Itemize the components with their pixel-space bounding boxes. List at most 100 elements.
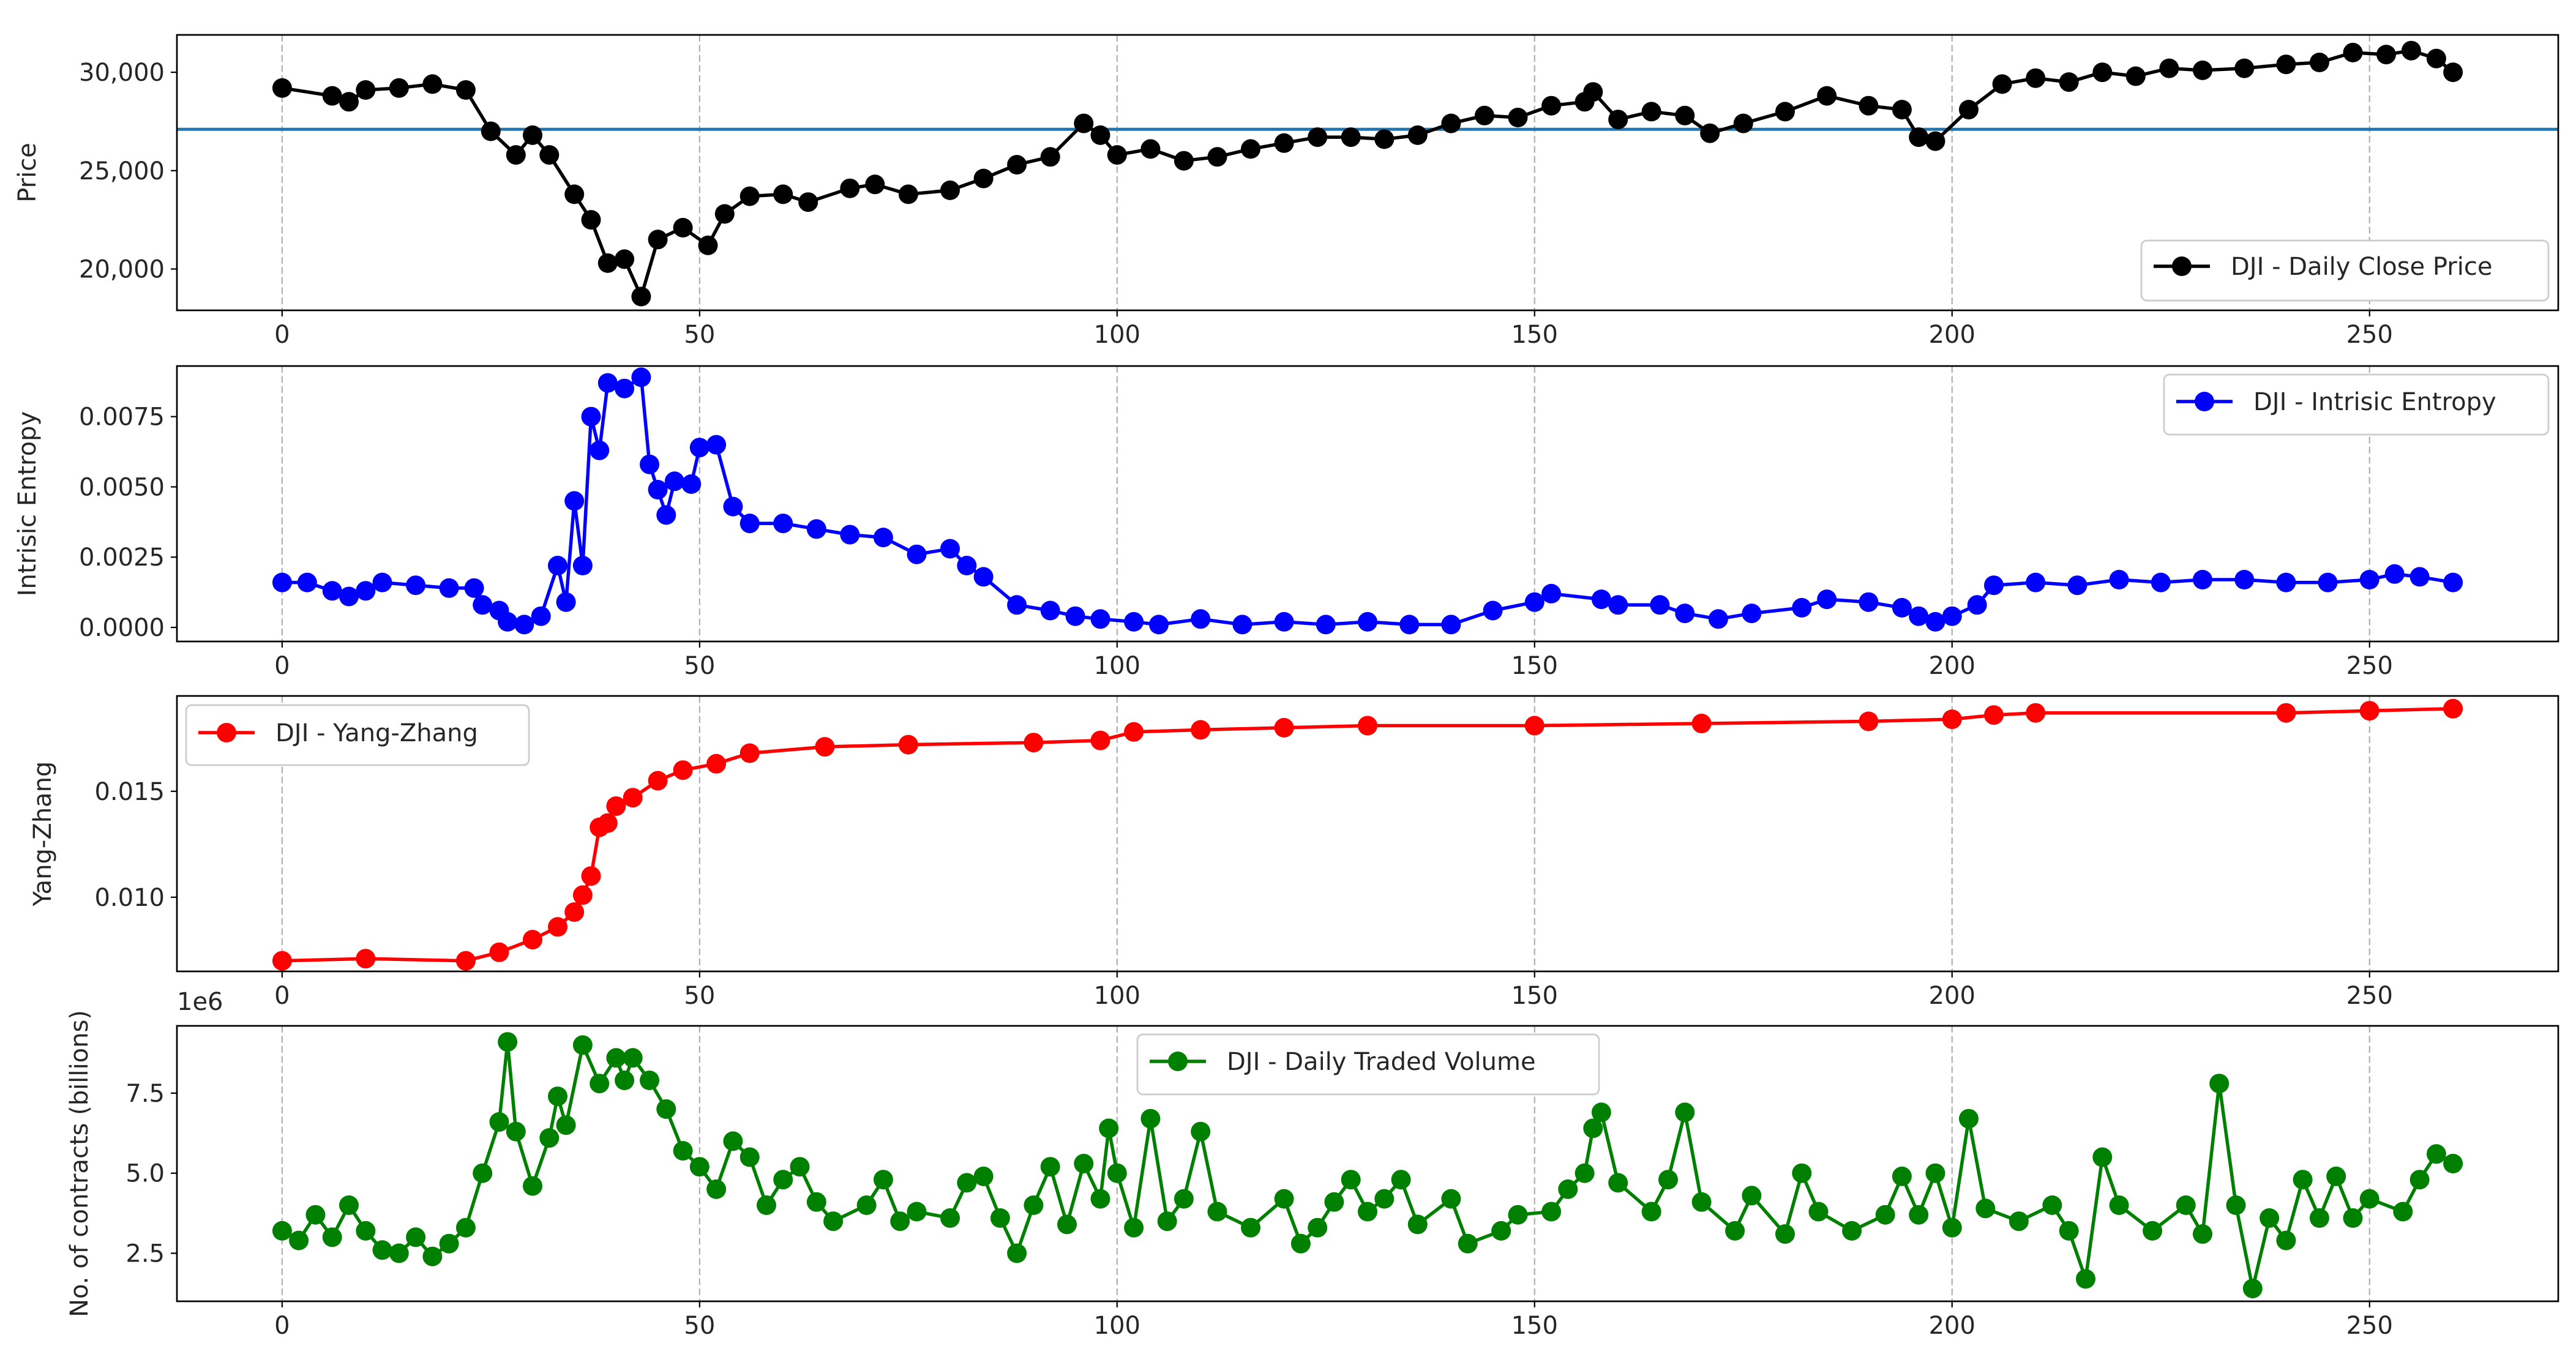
price-data-point (564, 184, 585, 204)
volume-data-point (1007, 1243, 1027, 1263)
price-data-point (2376, 45, 2396, 65)
price-xtick-label: 150 (1511, 321, 1558, 349)
volume-data-point (957, 1173, 977, 1193)
volume-data-point (990, 1208, 1010, 1228)
volume-data-point (615, 1071, 635, 1090)
volume-xtick-label: 200 (1929, 1312, 1975, 1340)
volume-legend: DJI - Daily Traded Volume (1136, 1033, 1600, 1096)
volume-data-point (1942, 1217, 1962, 1238)
entropy-data-point (2109, 570, 2129, 589)
yangzhang-data-point (2443, 698, 2463, 719)
price-data-point (2309, 53, 2329, 72)
volume-data-point (1157, 1211, 1177, 1232)
volume-data-point (673, 1141, 693, 1161)
entropy-legend-box (2163, 373, 2550, 436)
volume-data-point (757, 1195, 776, 1215)
price-data-point (714, 204, 735, 224)
price-data-point (506, 145, 526, 165)
entropy-data-point (464, 578, 484, 598)
volume-data-point (2393, 1202, 2413, 1222)
yangzhang-xtick-label: 0 (274, 982, 290, 1010)
volume-data-point (723, 1131, 743, 1151)
yangzhang-data-point (581, 866, 601, 886)
entropy-data-point (1925, 611, 1945, 632)
yangzhang-data-point (648, 771, 668, 791)
entropy-data-point (1399, 615, 1420, 635)
entropy-data-point (615, 378, 635, 398)
volume-data-point (406, 1227, 426, 1247)
price-data-point (631, 286, 651, 307)
volume-data-point (1441, 1189, 1461, 1209)
yangzhang-xtick-label: 200 (1929, 982, 1975, 1010)
price-data-point (1174, 151, 1194, 171)
entropy-xtick-label: 150 (1511, 652, 1558, 680)
yangzhang-data-point (673, 760, 693, 780)
entropy-data-point (681, 474, 702, 494)
volume-data-point (1742, 1186, 1762, 1206)
entropy-legend-marker (2195, 392, 2214, 411)
volume-data-point (973, 1166, 994, 1186)
price-data-point (2159, 58, 2179, 78)
volume-data-point (2293, 1170, 2313, 1190)
volume-data-point (1140, 1108, 1161, 1129)
volume-data-point (572, 1035, 593, 1055)
volume-data-point (489, 1112, 509, 1132)
volume-data-point (2143, 1221, 2163, 1241)
price-xtick-label: 50 (684, 321, 715, 349)
volume-data-point (1608, 1173, 1628, 1193)
entropy-ytick-label: 0.0050 (79, 473, 165, 501)
yangzhang-xtick-label: 100 (1094, 982, 1140, 1010)
price-data-point (940, 180, 960, 200)
price-ylabel: Price (13, 143, 42, 203)
volume-data-point (339, 1195, 359, 1215)
entropy-data-point (1007, 595, 1027, 615)
entropy-data-point (840, 525, 860, 545)
price-data-point (272, 78, 292, 98)
entropy-panel: 0 50 100 150 200 2500.00000.00250.00500.0075 … (13, 365, 2559, 680)
volume-data-point (289, 1230, 309, 1250)
volume-data-point (1491, 1221, 1511, 1241)
volume-xtick-label: 150 (1511, 1312, 1558, 1340)
volume-data-point (1174, 1189, 1194, 1209)
volume-data-point (1024, 1195, 1044, 1215)
entropy-series (272, 367, 2463, 635)
price-data-point (581, 210, 601, 230)
entropy-data-point (664, 471, 684, 492)
entropy-legend: DJI - Intrisic Entropy (2163, 373, 2550, 436)
volume-xtick-label: 100 (1094, 1312, 1140, 1340)
price-data-point (2276, 54, 2296, 75)
price-ticks: 0 50 100 150 200 250 20,000 25,000 30,000 (79, 59, 2393, 349)
yangzhang-data-point (1274, 717, 1294, 738)
entropy-data-point (1817, 589, 1837, 610)
price-data-point (2401, 40, 2421, 61)
entropy-data-point (1967, 595, 1987, 615)
entropy-data-point (773, 514, 793, 534)
volume-data-point (1658, 1170, 1678, 1190)
entropy-ytick-label: 0.0000 (79, 614, 165, 642)
entropy-data-point (572, 556, 593, 575)
entropy-data-point (2409, 567, 2430, 587)
volume-series (272, 1032, 2463, 1299)
entropy-data-point (514, 615, 534, 635)
volume-data-point (1808, 1202, 1829, 1222)
volume-data-point (455, 1217, 476, 1238)
entropy-legend-label: DJI - Intrisic Entropy (2253, 388, 2496, 416)
yangzhang-data-point (1090, 730, 1110, 750)
volume-legend-marker (1168, 1052, 1188, 1071)
price-data-point (2426, 48, 2446, 69)
price-legend: DJI - Daily Close Price (2140, 239, 2550, 302)
volume-data-point (548, 1086, 567, 1107)
entropy-data-point (2443, 572, 2463, 593)
yangzhang-data-point (1984, 705, 2004, 725)
price-data-point (2443, 62, 2463, 83)
entropy-data-point (1650, 595, 1670, 615)
price-data-point (339, 92, 359, 112)
price-data-point (1925, 131, 1945, 151)
entropy-data-point (1892, 597, 1912, 618)
price-data-point (1583, 82, 1603, 102)
price-data-point (1140, 139, 1161, 159)
entropy-data-point (1792, 597, 1812, 618)
volume-data-point (1341, 1170, 1361, 1190)
volume-data-point (2343, 1208, 2363, 1228)
volume-ytick-label: 7.5 (125, 1080, 165, 1108)
